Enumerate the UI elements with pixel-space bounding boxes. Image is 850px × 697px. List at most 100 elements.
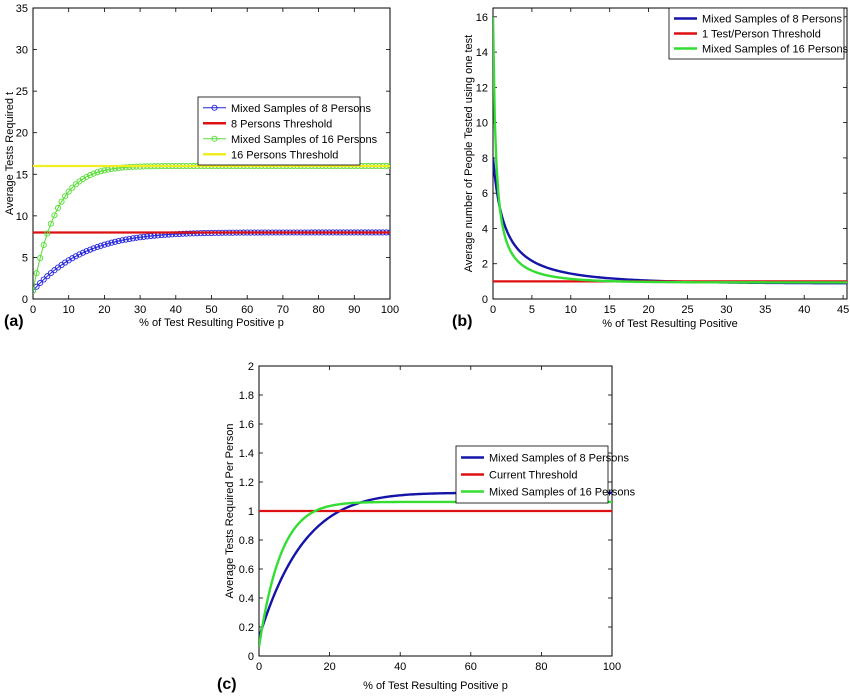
y-axis-label: Average Tests Required Per Person [224,423,236,598]
legend-entry: Mixed Samples of 8 Persons [231,103,372,115]
series-mixed-samples-of-8-persons-marker [44,273,51,280]
x-tick-label: 30 [720,304,732,316]
series-mixed-samples-of-8-persons-marker [179,230,186,237]
series-mixed-samples-of-16-persons-marker [90,170,97,177]
series-mixed-samples-of-16-persons-line [493,16,847,284]
x-tick-label: 40 [170,304,182,316]
series-mixed-samples-of-16-persons-marker [33,287,37,294]
legend-entry: Current Threshold [489,470,577,482]
y-tick-label: 0 [248,651,254,663]
x-tick-label: 40 [394,661,406,673]
series-mixed-samples-of-16-persons-marker [97,168,104,175]
series-mixed-samples-of-8-persons-marker [126,235,133,242]
y-tick-label: 4 [482,223,488,235]
series-mixed-samples-of-8-persons-marker [47,270,54,277]
series-mixed-samples-of-16-persons-marker [62,193,69,200]
x-tick-label: 0 [256,661,262,673]
x-tick-label: 70 [277,304,289,316]
x-tick-label: 100 [381,304,399,316]
y-tick-label: 5 [22,252,28,264]
x-tick-label: 0 [30,304,36,316]
series-mixed-samples-of-8-persons-marker [40,276,47,283]
y-tick-label: 16 [476,12,488,24]
series-mixed-samples-of-16-persons-marker [51,212,58,219]
series-mixed-samples-of-8-persons-marker [144,233,151,240]
series-mixed-samples-of-8-persons-marker [90,245,97,252]
legend-entry: Mixed Samples of 16 Persons [489,487,636,499]
series-mixed-samples-of-8-persons-marker [112,238,119,245]
legend-entry: 16 Persons Threshold [231,149,338,161]
series-mixed-samples-of-8-persons-marker [137,234,144,241]
series-mixed-samples-of-8-persons-marker [115,237,122,245]
y-tick-label: 10 [16,211,28,223]
series-mixed-samples-of-16-persons-marker [126,164,133,171]
series-mixed-samples-of-16-persons-marker [44,230,51,237]
series-mixed-samples-of-16-persons-marker [122,164,129,171]
y-tick-label: 0 [22,294,28,306]
series-mixed-samples-of-8-persons-marker [129,235,137,242]
x-tick-label: 100 [603,661,621,673]
series-mixed-samples-of-8-persons-marker [176,230,183,237]
series-mixed-samples-of-8-persons-marker [108,239,115,246]
y-tick-label: 8 [482,153,488,165]
series-mixed-samples-of-16-persons-marker [65,188,72,195]
x-tick-label: 5 [529,304,535,316]
chart-a: 0 10 20 30 40 50 60 70 80 90 100 0 5 10 15 20 25 30 35 % of… [4,3,399,330]
series-group [493,16,847,285]
x-tick-label: 80 [312,304,324,316]
series-mixed-samples-of-16-persons-marker [94,169,101,176]
series-mixed-samples-of-8-persons-marker [37,279,44,287]
panel-label: (a) [4,313,24,330]
y-tick-label: 1.2 [239,477,254,489]
x-tick-label: 25 [681,304,693,316]
x-axis-label: % of Test Resulting Positive [602,318,738,330]
legend-entry: Mixed Samples of 16 Persons [702,44,849,56]
series-mixed-samples-of-8-persons-marker [101,241,108,248]
series-mixed-samples-of-8-persons-marker [122,236,129,243]
series-mixed-samples-of-8-persons-marker [76,251,83,258]
y-tick-label: 0.6 [239,564,254,576]
x-tick-label: 15 [604,304,616,316]
series-mixed-samples-of-16-persons-marker [33,270,40,277]
x-tick-label: 35 [759,304,771,316]
y-tick-label: 14 [476,47,488,59]
series-mixed-samples-of-8-persons-marker [133,234,140,241]
y-axis-label: Average Tests Required t [4,92,16,215]
series-mixed-samples-of-16-persons-marker [87,172,94,179]
x-tick-label: 50 [205,304,217,316]
panel-label: (c) [217,676,237,693]
series-mixed-samples-of-8-persons-marker [140,233,147,240]
y-tick-label: 0.8 [239,535,254,547]
y-tick-label: 10 [476,118,488,130]
x-axis-label: % of Test Resulting Positive p [139,317,284,329]
panel-label: (b) [452,313,472,330]
legend-entry: Mixed Samples of 8 Persons [489,453,630,465]
x-tick-label: 60 [241,304,253,316]
y-tick-label: 30 [16,45,28,57]
y-tick-label: 12 [476,82,488,94]
x-tick-label: 0 [490,304,496,316]
series-mixed-samples-of-16-persons-marker [47,220,54,227]
series-mixed-samples-of-16-persons-marker [40,241,47,248]
series-mixed-samples-of-8-persons-marker [83,248,90,255]
y-tick-label: 20 [16,128,28,140]
y-tick-label: 0.4 [239,593,254,605]
series-mixed-samples-of-16-persons-marker [37,255,44,262]
x-tick-label: 60 [465,661,477,673]
series-mixed-samples-of-8-persons-marker [94,243,101,251]
x-tick-label: 10 [565,304,577,316]
x-axis-label: % of Test Resulting Positive p [363,680,508,692]
x-tick-label: 10 [63,304,75,316]
series-mixed-samples-of-8-persons-marker [79,249,87,256]
y-axis-label: Average number of People Tested using on… [463,35,475,272]
y-tick-label: 0 [482,294,488,306]
legend-entry: Mixed Samples of 8 Persons [702,14,843,26]
series-mixed-samples-of-16-persons-marker [54,204,62,212]
y-tick-label: 2 [248,361,254,373]
x-tick-label: 30 [134,304,146,316]
legend-entry: Mixed Samples of 16 Persons [231,134,378,146]
y-tick-label: 6 [482,188,488,200]
x-tick-label: 90 [348,304,360,316]
x-tick-label: 20 [642,304,654,316]
